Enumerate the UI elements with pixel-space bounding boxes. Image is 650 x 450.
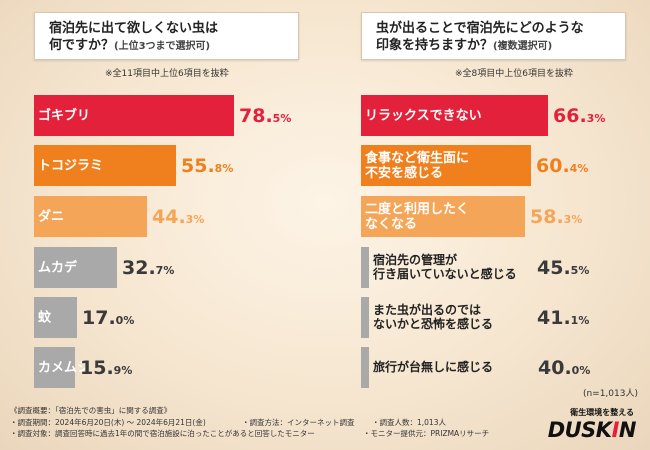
left-title-line2: 何ですか？: [49, 38, 115, 53]
left-bar-value: 15.9%: [80, 357, 133, 379]
left-bar-label: カメムシ: [38, 360, 91, 375]
footer-provider: ・モニター提供元：PRIZMAリサーチ: [363, 429, 490, 438]
left-bar-value: 55.8%: [181, 155, 234, 177]
left-bar-label: ゴキブリ: [38, 108, 91, 123]
logo-text-pre: DUSK: [547, 418, 612, 442]
right-bar-value: 58.3%: [530, 206, 583, 228]
footer-period: ・調査期間：2024年6月20日(木) ～ 2024年6月21日(金): [10, 418, 206, 427]
logo-text-post: N: [618, 418, 637, 442]
left-bar-value: 44.3%: [152, 206, 205, 228]
right-bar-1: 食事など衛生面に 不安を感じる: [361, 145, 531, 186]
right-title-sub: (複数選択可): [493, 41, 553, 52]
left-bar-label: ムカデ: [38, 260, 78, 275]
right-bar-label: リラックスできない: [365, 108, 482, 123]
left-bar-1: トコジラミ: [34, 145, 176, 186]
right-bar-value: 60.4%: [536, 155, 589, 177]
left-bar-0: ゴキブリ: [34, 95, 234, 136]
footer-count: ・調査人数：1,013人: [372, 418, 446, 427]
logo-text-i: I: [611, 418, 620, 442]
right-title-line1: 虫が出ることで宿泊先にどのような: [376, 21, 584, 36]
right-bar-value: 41.1%: [537, 307, 590, 329]
right-chart-title: 虫が出ることで宿泊先にどのような 印象を持ちますか？(複数選択可): [361, 12, 626, 60]
footer-target: ・調査対象：調査回答時に過去1年の間で宿泊施設に泊ったことがあると回答したモニタ…: [10, 429, 315, 438]
left-chart-title: 宿泊先に出て欲しくない虫は 何ですか？(上位3つまで選択可): [34, 12, 299, 60]
right-bar-value: 45.5%: [537, 257, 590, 279]
right-bar-label: 旅行が台無しに感じる: [373, 360, 494, 374]
left-bar-value: 78.5%: [239, 105, 292, 127]
right-note: ※全8項目中上位6項目を抜粋: [455, 69, 573, 79]
right-bar-label: また虫が出るのでは ないかと恐怖を感じる: [373, 303, 494, 331]
right-bar-4: [361, 297, 369, 338]
left-bar-label: 蚊: [38, 310, 52, 325]
left-title-sub: (上位3つまで選択可): [114, 41, 211, 52]
right-bar-0: リラックスできない: [361, 95, 548, 136]
footer-overview: 《調査概要：「宿泊先での害虫」に関する調査》: [10, 406, 172, 415]
right-bar-label: 食事など衛生面に 不安を感じる: [365, 150, 470, 181]
left-bar-label: ダニ: [38, 209, 65, 224]
right-bar-label: 二度と利用したく なくなる: [365, 201, 470, 232]
sample-size-note: (n=1,013人): [582, 389, 638, 399]
left-note: ※全11項目中上位6項目を抜粋: [105, 69, 229, 79]
left-title-line1: 宿泊先に出て欲しくない虫は: [49, 21, 219, 36]
right-bar-value: 66.3%: [553, 105, 606, 127]
logo-tagline: 衛生環境を整える: [570, 408, 634, 417]
left-bar-5: カメムシ: [34, 347, 90, 388]
right-bar-2: 二度と利用したく なくなる: [361, 196, 525, 237]
right-title-line2: 印象を持ちますか？: [376, 38, 494, 53]
left-bar-2: ダニ: [34, 196, 147, 237]
left-bar-4: 蚊: [34, 297, 77, 338]
right-bar-label: 宿泊先の管理が 行き届いていないと感じる: [373, 253, 517, 281]
left-bar-3: ムカデ: [34, 247, 117, 288]
left-bar-value: 32.7%: [122, 257, 175, 279]
right-bar-3: [361, 247, 369, 288]
right-bar-value: 40.0%: [538, 357, 591, 379]
footer-method: ・調査方法：インターネット調査: [242, 418, 355, 427]
left-bar-label: トコジラミ: [38, 158, 104, 173]
left-bar-value: 17.0%: [82, 307, 135, 329]
right-bar-5: [361, 347, 369, 388]
duskin-logo: DUSKIN: [547, 418, 637, 442]
